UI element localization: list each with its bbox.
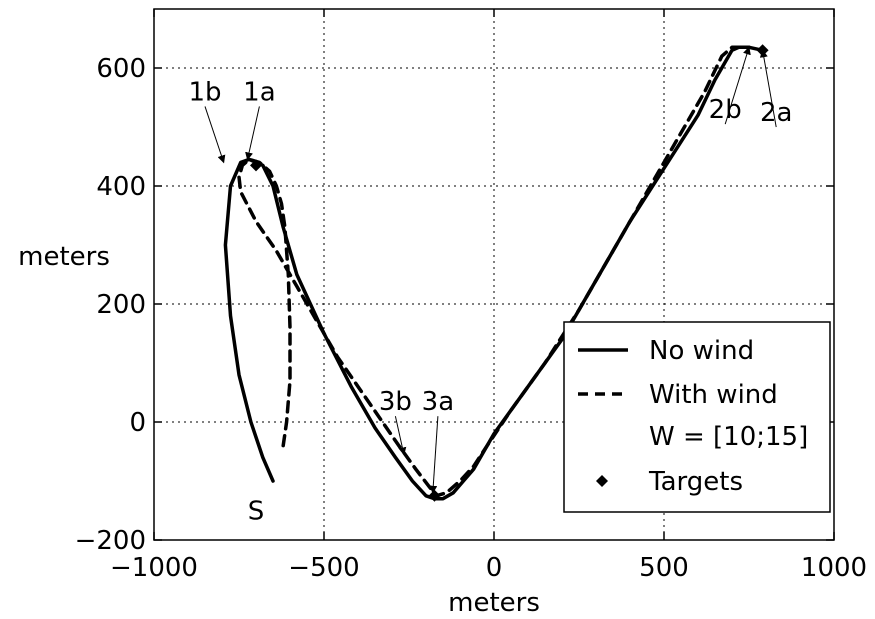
legend: No wind With wind W = [10;15] Targets — [563, 321, 831, 513]
target-marker — [250, 159, 262, 172]
y-tick-label: 200 — [96, 290, 146, 320]
x-tick-label: −1000 — [110, 553, 198, 583]
series-layer — [223, 45, 765, 501]
annotation-arrow — [394, 416, 407, 456]
y-tick-label: 600 — [96, 54, 146, 84]
x-tick-label: −500 — [288, 553, 359, 583]
series-line-no-wind — [223, 45, 765, 501]
annotation-label: S — [248, 496, 265, 526]
annotation-label: 1b — [188, 77, 221, 107]
annotation-arrow — [429, 416, 439, 494]
x-tick-label: 1000 — [801, 553, 867, 583]
x-axis-label: meters — [448, 588, 540, 618]
annotation-arrow — [245, 106, 260, 161]
annotation-label: 3a — [422, 387, 454, 417]
x-tick-label: 0 — [486, 553, 503, 583]
annotation-label: 2b — [709, 95, 742, 125]
annotation-label: 2a — [760, 98, 792, 128]
annotation-arrow — [204, 106, 226, 164]
annotation-arrow — [759, 49, 777, 128]
grid-lines — [154, 9, 834, 540]
legend-box — [563, 321, 831, 513]
x-tick-label: 500 — [639, 553, 689, 583]
legend-swatch-targets — [596, 475, 608, 487]
legend-label-no-wind: No wind — [649, 336, 754, 366]
legend-label-targets: Targets — [648, 467, 743, 497]
legend-label-with-wind: With wind — [649, 380, 778, 410]
annotation-arrow — [724, 46, 751, 125]
tick-layer: −1000 −500 0 500 1000 −200 0 200 400 600 — [75, 9, 867, 583]
y-axis-label: meters — [18, 242, 110, 272]
annotation-label: 3b — [379, 387, 412, 417]
series-line-with-wind — [237, 45, 751, 498]
annotations-layer: 1a 1b 2b 2a 3b 3a S — [188, 46, 792, 526]
y-tick-label: 400 — [96, 172, 146, 202]
y-tick-label: 0 — [129, 408, 146, 438]
y-tick-label: −200 — [75, 526, 146, 556]
annotation-label: 1a — [243, 77, 275, 107]
legend-label-wind-vector: W = [10;15] — [649, 422, 808, 452]
